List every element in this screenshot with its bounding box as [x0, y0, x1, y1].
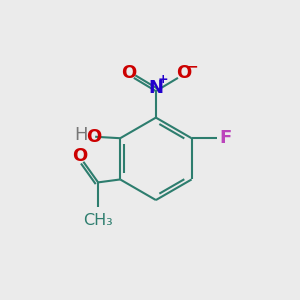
Text: O: O	[72, 148, 88, 166]
Text: F: F	[219, 129, 232, 147]
Text: O: O	[176, 64, 191, 82]
Text: +: +	[158, 74, 169, 86]
Text: O: O	[86, 128, 101, 146]
Text: O: O	[121, 64, 136, 82]
Text: CH₃: CH₃	[83, 213, 113, 228]
Text: H: H	[74, 126, 88, 144]
Text: −: −	[186, 60, 198, 74]
Text: N: N	[148, 79, 164, 97]
